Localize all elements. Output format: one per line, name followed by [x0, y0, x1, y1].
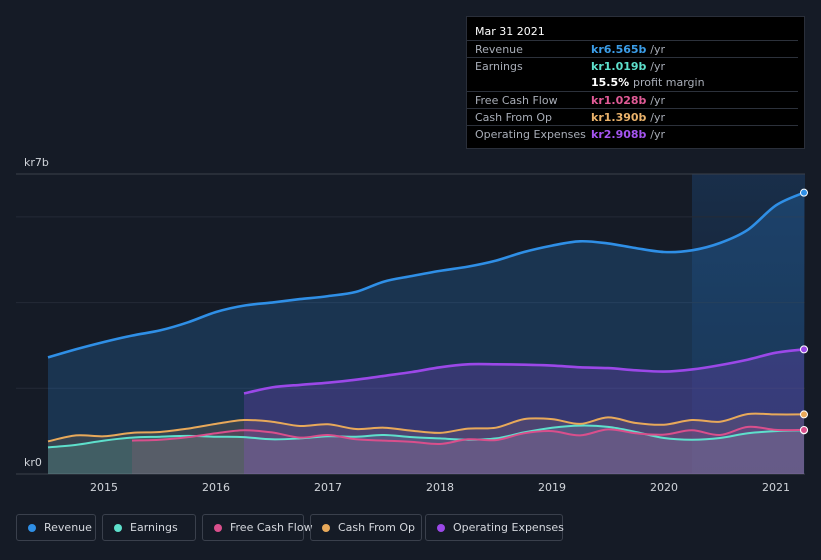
tooltip-row-operating-expenses: Operating Expenses kr2.908b /yr — [467, 125, 798, 143]
tooltip-value: kr2.908b /yr — [591, 128, 666, 141]
legend-label: Earnings — [130, 521, 178, 534]
y-axis-label-top: kr7b — [24, 156, 49, 169]
y-axis-label-bottom: kr0 — [24, 456, 42, 469]
legend-label: Revenue — [44, 521, 92, 534]
tooltip-label: Earnings — [475, 60, 523, 73]
chart-canvas: kr7b kr0 2015 2016 2017 2018 2019 2020 2021 — [16, 156, 808, 494]
free_cash_flow-line — [131, 425, 805, 446]
tooltip-label: Free Cash Flow — [475, 94, 558, 107]
earnings-line — [47, 424, 805, 449]
forecast-highlight-region — [692, 174, 805, 474]
legend-item-cash-from-op[interactable]: Cash From Op — [310, 514, 422, 541]
legend-label: Free Cash Flow — [230, 521, 313, 534]
tooltip-row-profit-margin: 15.5% profit margin — [467, 74, 798, 91]
revenue-endpoint-marker — [800, 188, 808, 197]
tooltip-value: kr1.019b /yr — [591, 60, 666, 73]
legend-item-operating-expenses[interactable]: Operating Expenses — [425, 514, 564, 541]
x-tick-label: 2018 — [426, 481, 454, 494]
profit-margin-value: 15.5% profit margin — [591, 76, 705, 89]
tooltip-value: kr1.028b /yr — [591, 94, 666, 107]
x-tick-label: 2015 — [90, 481, 118, 494]
legend-dot-icon — [114, 524, 122, 532]
tooltip-label: Cash From Op — [475, 111, 553, 124]
tooltip-label: Operating Expenses — [475, 128, 586, 141]
tooltip-row-earnings: Earnings kr1.019b /yr — [467, 57, 798, 75]
legend-dot-icon — [322, 524, 330, 532]
x-tick-label: 2016 — [202, 481, 230, 494]
revenue-area — [48, 192, 804, 474]
x-tick-label: 2021 — [762, 481, 790, 494]
legend-item-earnings[interactable]: Earnings — [102, 514, 196, 541]
x-tick-label: 2020 — [650, 481, 678, 494]
tooltip-value: kr6.565b /yr — [591, 43, 666, 56]
legend-dot-icon — [437, 524, 445, 532]
series-endpoints — [800, 188, 808, 435]
legend-label: Operating Expenses — [453, 521, 564, 534]
x-tick-label: 2019 — [538, 481, 566, 494]
legend-dot-icon — [214, 524, 222, 532]
operating_expenses-area — [244, 349, 804, 474]
cash_from_op-endpoint-marker — [800, 410, 808, 419]
tooltip-panel: Mar 31 2021 Revenue kr6.565b /yr Earning… — [466, 16, 805, 149]
x-tick-label: 2017 — [314, 481, 342, 494]
x-axis-ticks: 2015 2016 2017 2018 2019 2020 2021 — [90, 481, 790, 494]
legend-item-free-cash-flow[interactable]: Free Cash Flow — [202, 514, 313, 541]
cash_from_op-line — [47, 412, 805, 443]
operating_expenses-endpoint-marker — [800, 345, 808, 354]
series-lines — [47, 191, 805, 449]
tooltip-date: Mar 31 2021 — [475, 25, 545, 38]
tooltip-row-free-cash-flow: Free Cash Flow kr1.028b /yr — [467, 91, 798, 109]
tooltip-row-cash-from-op: Cash From Op kr1.390b /yr — [467, 108, 798, 126]
gridlines — [16, 173, 805, 475]
operating_expenses-line — [243, 348, 805, 395]
tooltip-label: Revenue — [475, 43, 523, 56]
legend-label: Cash From Op — [338, 521, 416, 534]
tooltip-value: kr1.390b /yr — [591, 111, 666, 124]
revenue-line — [47, 191, 805, 359]
tooltip-row-revenue: Revenue kr6.565b /yr — [467, 40, 798, 58]
free_cash_flow-endpoint-marker — [800, 425, 808, 434]
legend-item-revenue[interactable]: Revenue — [16, 514, 96, 541]
legend-dot-icon — [28, 524, 36, 532]
